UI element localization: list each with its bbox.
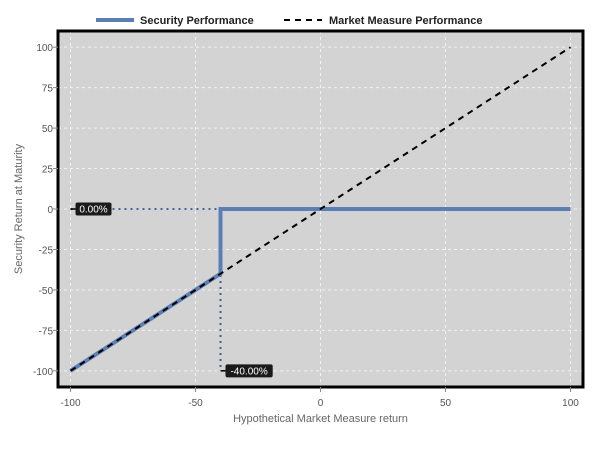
legend-label-security-performance: Security Performance (140, 15, 254, 27)
y-axis-ticks: -100 -75 -50 -25 0 25 50 75 100 (33, 43, 58, 378)
x-axis-ticks: -100 -50 0 50 100 (60, 387, 579, 409)
y-tick-label: -75 (39, 326, 54, 337)
series-line-market-measure-performance (69, 46, 572, 372)
y-tick-label: 75 (42, 84, 54, 95)
y-tick-label: -50 (39, 286, 54, 297)
callout-label: -40.00% (230, 366, 267, 377)
callouts: 0.00% -40.00% (70, 202, 273, 378)
legend: Security Performance Market Measure Perf… (96, 15, 482, 27)
y-axis-title: Security Return at Maturity (13, 143, 25, 274)
x-tick-label: 0 (318, 398, 324, 409)
y-tick-label: 50 (42, 124, 54, 135)
x-tick-label: 50 (440, 398, 452, 409)
callout: 0.00% (70, 202, 112, 216)
callout-label: 0.00% (79, 205, 107, 216)
y-tick-label: 100 (36, 43, 53, 54)
x-axis-title: Hypothetical Market Measure return (233, 413, 408, 425)
callout-box (225, 364, 273, 378)
y-tick-label: -25 (39, 245, 54, 256)
grid-lines (58, 31, 583, 387)
legend-label-market-measure-performance: Market Measure Performance (329, 15, 482, 27)
callout: -40.00% (220, 364, 273, 378)
x-tick-label: -50 (188, 398, 203, 409)
callout-box (75, 202, 112, 216)
y-tick-label: -100 (33, 367, 53, 378)
y-tick-label: 0 (47, 205, 53, 216)
x-tick-label: 100 (562, 398, 579, 409)
y-tick-label: 25 (42, 165, 54, 176)
x-tick-label: -100 (60, 398, 80, 409)
series-lines (69, 46, 572, 373)
